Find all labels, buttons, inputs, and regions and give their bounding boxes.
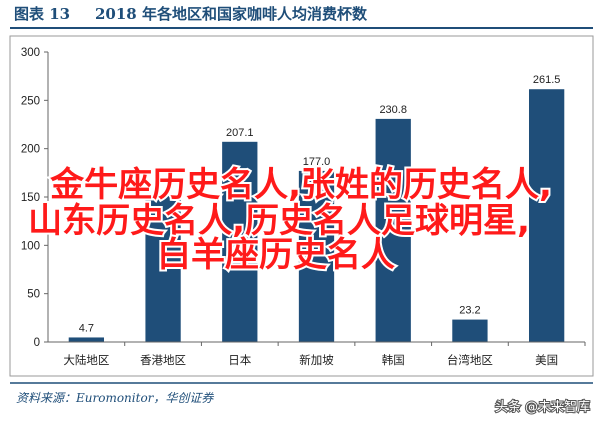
overlay-line-2: 山东历史名人,历史名人足球明星, [28, 201, 530, 241]
x-tick-label: 台湾地区 [447, 353, 493, 367]
data-label: 23.2 [459, 305, 480, 317]
data-label: 207.1 [226, 127, 254, 139]
y-tick-label: 250 [21, 95, 40, 107]
source-text: 资料来源：Euromonitor，华创证券 [16, 391, 214, 405]
bar [452, 319, 488, 342]
y-tick-label: 0 [34, 337, 40, 349]
data-label: 230.8 [379, 104, 407, 116]
bar [298, 170, 335, 342]
overlay-text: 金牛座历史名人,张姓的历史名人, 山东历史名人,历史名人足球明星, 白羊座历史名… [26, 163, 554, 277]
y-tick-label: 150 [21, 192, 40, 204]
y-tick-label: 100 [21, 240, 40, 252]
x-tick-label: 日本 [228, 353, 251, 367]
bar [222, 141, 258, 342]
bar [375, 118, 411, 342]
data-label: 4.7 [79, 322, 94, 334]
y-axis: 0 50 100 150 200 250 300 [21, 47, 49, 349]
figure-header: 图表 13 2018 年各地区和国家咖啡人均消费杯数 [10, 5, 593, 29]
x-tick-label: 大陆地区 [63, 353, 109, 367]
x-tick-label: 韩国 [382, 353, 405, 367]
data-label: 177.0 [303, 156, 331, 168]
bar [68, 337, 105, 342]
y-tick-label: 50 [27, 289, 40, 301]
y-tick-label: 200 [21, 144, 40, 156]
bar [528, 89, 565, 342]
x-tick-label: 香港地区 [140, 353, 186, 367]
bar [145, 194, 181, 342]
overlay-line-3: 白羊座历史名人 [157, 235, 395, 275]
data-labels: 4.7 207.1 177.0 230.8 23.2 261.5 [79, 74, 561, 334]
data-label: 261.5 [533, 74, 561, 86]
watermark: 头条 @未来智库 [495, 399, 590, 415]
figure-title: 2018 年各地区和国家咖啡人均消费杯数 [95, 5, 368, 23]
overlay-line-1: 金牛座历史名人,张姓的历史名人, [49, 165, 552, 205]
y-tick-label: 300 [21, 47, 40, 59]
bars [68, 89, 565, 342]
x-axis: 大陆地区 香港地区 日本 新加坡 韩国 台湾地区 美国 [48, 341, 586, 367]
x-tick-label: 新加坡 [299, 353, 334, 367]
source-footer: 资料来源：Euromonitor，华创证券 [10, 382, 593, 405]
figure-number: 图表 13 [14, 5, 70, 23]
chart-frame [9, 35, 594, 377]
x-tick-label: 美国 [535, 353, 558, 367]
